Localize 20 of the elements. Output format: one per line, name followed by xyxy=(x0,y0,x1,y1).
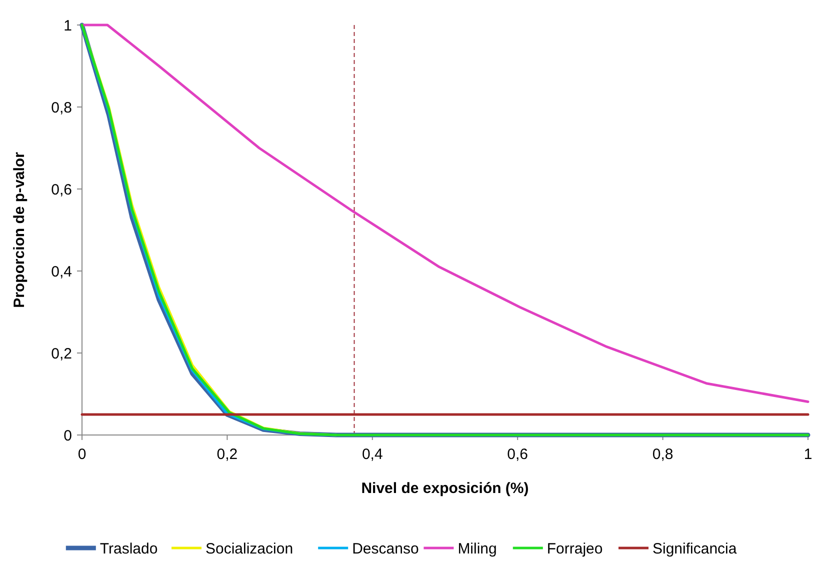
x-tick-label: 0 xyxy=(78,446,86,463)
x-tick-label: 0,4 xyxy=(362,446,383,463)
legend-label: Socializacion xyxy=(206,540,294,558)
legend-label: Miling xyxy=(458,540,497,558)
x-axis-title: Nivel de exposición (%) xyxy=(361,480,529,497)
x-tick-label: 1 xyxy=(804,446,812,463)
legend-label: Descanso xyxy=(352,540,419,558)
legend-label: Traslado xyxy=(100,540,158,558)
y-tick-label: 0 xyxy=(64,427,72,444)
x-tick-label: 0,6 xyxy=(507,446,528,463)
legend-label: Significancia xyxy=(652,540,738,558)
x-tick-label: 0,2 xyxy=(216,446,238,463)
y-axis-title: Proporcion de p-valor xyxy=(11,152,28,308)
y-tick-label: 0,4 xyxy=(51,263,72,280)
y-tick-label: 0,8 xyxy=(51,99,72,116)
y-tick-label: 1 xyxy=(64,17,72,34)
y-tick-label: 0,6 xyxy=(51,181,72,198)
legend-label: Forrajeo xyxy=(546,540,603,558)
y-tick-label: 0,2 xyxy=(51,345,72,362)
x-tick-label: 0,8 xyxy=(652,446,674,463)
